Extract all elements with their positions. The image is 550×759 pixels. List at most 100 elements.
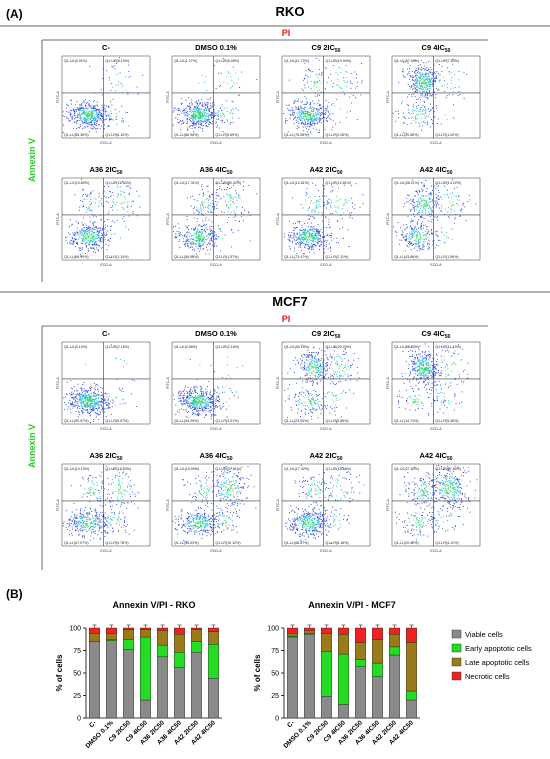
quadrant-percent-q1: Q1-UL(17.31%) <box>174 181 199 185</box>
flow-x-channel: ECD-A <box>430 141 442 145</box>
flow-plot-title-sub: 50 <box>335 334 341 340</box>
chart-title: Annexin V/PI - MCF7 <box>308 600 396 610</box>
flow-x-channel: ECD-A <box>100 141 112 145</box>
stacked-bar-chart: Annexin V/PI - MCF7 0 25 50 75 100 % of cells C… <box>253 600 420 750</box>
bar-segment <box>389 646 400 656</box>
bar-segment <box>355 627 366 643</box>
y-axis-label: % of cells <box>253 654 262 691</box>
flow-plot-frame <box>391 177 481 261</box>
bar-segment <box>173 627 185 635</box>
flow-plot: C9 4IC50 Q1-UL(68.60%) Q1-UR(11.13%) Q1-LL(… <box>386 329 481 431</box>
bar-segment <box>122 639 134 650</box>
flow-plot: A36 2IC50 Q1-UL(13.60%) Q1-UR(16.13%) Q1-LL… <box>56 165 151 267</box>
quadrant-percent-q2: Q1-UR(8.10%) <box>105 59 129 63</box>
quadrant-percent-q1: Q1-UL(11.72%) <box>284 59 309 63</box>
flow-plot-title: A36 4IC50 <box>199 165 232 176</box>
flow-density-dots <box>284 182 364 255</box>
flow-plot-title: DMSO 0.1% <box>195 329 237 338</box>
bar-segment <box>207 644 219 679</box>
flow-y-channel: FITC-A <box>166 91 170 103</box>
bar-segment <box>389 654 400 719</box>
flow-plot-title-sub: 50 <box>335 48 341 54</box>
flow-y-channel: FITC-A <box>166 213 170 225</box>
quadrant-percent-q4: Q1-LR(2.26%) <box>325 133 348 137</box>
quadrant-percent-q3: Q1-LL(23.94%) <box>284 419 309 423</box>
bar-segment <box>287 627 298 634</box>
flow-plot-title: A42 4IC50 <box>419 451 452 462</box>
legend-item: Early apoptotic cells <box>451 643 532 653</box>
quadrant-percent-q4: Q1-LR(1.57%) <box>215 255 238 259</box>
bar-segment <box>372 627 383 640</box>
quadrant-percent-q4: Q1-LR(6.18%) <box>325 541 348 545</box>
flow-plot-frame <box>281 55 371 139</box>
quadrant-percent-q3: Q1-LL(56.05%) <box>174 255 199 259</box>
flow-plot-title-sub: 50 <box>227 170 233 176</box>
quadrant-percent-q4: Q1-LR(5.85%) <box>325 419 348 423</box>
bar-segment <box>338 653 349 705</box>
bar-segment <box>122 627 134 630</box>
flow-plot-frame <box>171 341 261 425</box>
flow-density-dots <box>284 464 365 544</box>
bar-segment <box>406 690 417 701</box>
flow-plot: C- Q1-UL(0.10%) Q1-UR(2.16%) Q1-LL(90.17%) Q… <box>56 329 151 431</box>
flow-plot-title: A36 4IC50 <box>199 451 232 462</box>
quadrant-percent-q2: Q1-UR(2.16%) <box>215 345 239 349</box>
legend-item: Late apoptotic cells <box>451 657 529 667</box>
flow-x-channel: ECD-A <box>320 141 332 145</box>
flow-y-channel: FITC-A <box>56 377 60 389</box>
y-tick-label: 25 <box>73 693 81 700</box>
bar-segment <box>207 627 219 632</box>
quadrant-percent-q1: Q1-UL(12.61%) <box>284 181 309 185</box>
chart-title: Annexin V/PI - RKO <box>112 600 195 610</box>
y-axis-label: % of cells <box>55 654 64 691</box>
bar-segment <box>122 649 134 719</box>
quadrant-percent-q4: Q1-LR(3.01%) <box>215 419 238 423</box>
bar-segment <box>105 627 117 634</box>
flow-y-channel: FITC-A <box>386 213 390 225</box>
quadrant-percent-q2: Q1-UR(14.16%) <box>325 467 351 471</box>
flow-plot-title: C9 4IC50 <box>422 329 451 340</box>
flow-plot: C9 2IC50 Q1-UL(11.72%) Q1-UR(10.94%) Q1-LL(… <box>276 43 371 145</box>
legend-label: Viable cells <box>465 630 503 639</box>
flow-plot-frame <box>171 55 261 139</box>
flow-plot-title-sub: 50 <box>447 170 453 176</box>
bar-segment <box>406 642 417 692</box>
bar-segment <box>122 629 134 640</box>
quadrant-percent-q2: Q1-UR(12.81%) <box>325 181 351 185</box>
quadrant-percent-q1: Q1-UL(0.58%) <box>174 345 197 349</box>
quadrant-percent-q3: Q1-LL(66.99%) <box>64 255 89 259</box>
bar-segment <box>190 641 202 653</box>
bar-segment <box>304 634 315 719</box>
flow-y-channel: FITC-A <box>56 213 60 225</box>
bar-segment <box>190 627 202 630</box>
legend-swatch <box>451 657 462 667</box>
quadrant-percent-q1: Q1-UL(17.42%) <box>284 467 309 471</box>
quadrant-percent-q3: Q1-LL(90.17%) <box>64 419 89 423</box>
flow-y-channel: FITC-A <box>386 499 390 511</box>
quadrant-percent-q4: Q1-LR(5.57%) <box>105 419 128 423</box>
rko-title: RKO <box>276 4 305 19</box>
bar-segment <box>406 699 417 719</box>
quadrant-percent-q1: Q1-UL(13.60%) <box>64 181 89 185</box>
flow-x-channel: ECD-A <box>210 141 222 145</box>
bar-segment <box>304 630 315 634</box>
flow-plot-title-sub: 50 <box>337 456 343 462</box>
flow-density-dots <box>284 344 360 423</box>
flow-plot-title: A42 2IC50 <box>309 451 342 462</box>
quadrant-percent-q4: Q1-LR(9.78%) <box>105 541 128 545</box>
quadrant-percent-q2: Q1-UR(20.32%) <box>215 181 241 185</box>
flow-plot: A42 4IC50 Q1-UL(27.82%) Q1-UR(57.80%) Q1-LL… <box>386 451 481 553</box>
bar-segment <box>173 634 185 653</box>
quadrant-percent-q2: Q1-UR(37.81%) <box>215 467 241 471</box>
flow-y-channel: FITC-A <box>276 213 280 225</box>
mcf7-y-label: Annexin V <box>27 424 37 468</box>
flow-density-dots <box>393 179 477 252</box>
bar-segment <box>173 667 185 719</box>
bar-segment <box>207 631 219 645</box>
flow-density-dots <box>283 57 363 136</box>
quadrant-percent-q1: Q1-UL(15.01%) <box>174 467 199 471</box>
flow-plot-title: A42 4IC50 <box>419 165 452 176</box>
flow-x-channel: ECD-A <box>320 549 332 553</box>
bar-segment <box>156 644 168 657</box>
